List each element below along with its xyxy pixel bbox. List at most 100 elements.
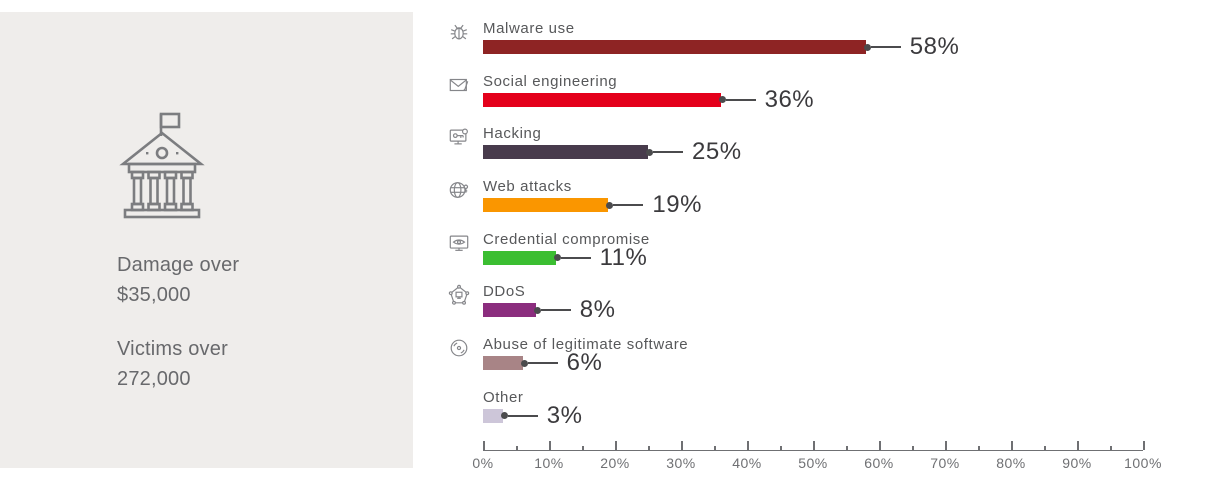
axis-tick-label: 70%: [930, 455, 960, 471]
value-callout: 6%: [520, 349, 603, 377]
bug-icon: [448, 21, 470, 43]
bar-abuse-legitimate-software: [483, 356, 523, 371]
callout-line: [653, 151, 683, 154]
bar-malware-use: [483, 40, 866, 54]
monitor-eye-icon: [448, 232, 470, 254]
bank-icon: [117, 110, 207, 222]
bar-row-web-attacks: Web attacks 19%: [447, 179, 1205, 232]
bar-value: 19%: [652, 191, 702, 219]
axis-minor-tick: [516, 446, 518, 450]
bar-row-social-engineering: Social engineering 36%: [447, 74, 1205, 127]
bar-label: Social engineering: [483, 72, 618, 90]
bar-label: Hacking: [483, 125, 542, 143]
bar-web-attacks: [483, 198, 609, 213]
bar-row-malware-use: Malware use 58%: [447, 21, 1205, 74]
bar-value: 58%: [909, 33, 960, 60]
bar-label: Credential compromise: [483, 230, 650, 248]
callout-line: [560, 256, 591, 259]
callout-line: [527, 362, 558, 365]
monitor-key-icon: [448, 126, 470, 148]
callout-line: [507, 414, 538, 417]
bar-label: Web attacks: [483, 178, 572, 196]
callout-dot: [520, 359, 528, 367]
axis-minor-tick: [978, 446, 980, 450]
callout-dot: [646, 148, 653, 156]
callout-dot: [863, 43, 871, 51]
x-axis-labels: 0% 10% 20% 30% 40% 50% 60% 70% 80% 90% 100%: [472, 455, 1161, 473]
callout-line: [725, 98, 756, 101]
disc-icon: [448, 337, 470, 359]
axis-tick-label: 30%: [666, 455, 696, 471]
axis-tick-label: 40%: [732, 455, 762, 471]
bar-row-ddos: DDoS 8%: [447, 284, 1205, 337]
value-callout: 58%: [863, 33, 960, 60]
callout-dot: [533, 306, 541, 314]
bar-label: Abuse of legitimate software: [483, 336, 689, 354]
axis-major-tick: [681, 441, 683, 450]
axis-major-tick: [879, 441, 881, 450]
bar-value: 25%: [692, 138, 742, 166]
axis-tick-label: 60%: [864, 455, 894, 471]
axis-major-tick: [1077, 441, 1079, 450]
axis-tick-label: 100%: [1124, 455, 1162, 471]
bar-label: DDoS: [483, 283, 526, 301]
globe-key-icon: [448, 179, 470, 201]
axis-tick-label: 50%: [798, 455, 828, 471]
envelope-icon: [448, 74, 470, 96]
callout-line: [613, 204, 644, 207]
callout-line: [540, 309, 571, 312]
value-callout: 11%: [553, 243, 648, 271]
axis-major-tick: [1011, 441, 1013, 450]
bar-value: 36%: [764, 85, 815, 113]
bar-value: 6%: [566, 349, 603, 377]
axis-tick-label: 10%: [534, 455, 564, 471]
axis-minor-tick: [648, 446, 650, 450]
callout-dot: [500, 412, 508, 420]
callout-dot: [718, 96, 726, 104]
bar-value: 8%: [579, 296, 616, 324]
axis-major-tick: [615, 441, 617, 450]
axis-tick-label: 90%: [1062, 455, 1092, 471]
value-callout: 3%: [500, 401, 583, 429]
axis-minor-tick: [714, 446, 716, 450]
bar-label: Malware use: [483, 20, 575, 37]
axis-major-tick: [813, 441, 815, 450]
bar-label: Other: [483, 388, 524, 406]
stat-victims: Victims over 272,000: [117, 334, 239, 394]
axis-minor-tick: [1110, 446, 1112, 450]
axis-minor-tick: [1044, 446, 1046, 450]
axis-tick-label: 20%: [600, 455, 630, 471]
x-axis: [483, 441, 1145, 451]
bar-row-other: Other 3%: [447, 390, 1205, 443]
bar-row-credential-compromise: Credential compromise 11%: [447, 232, 1205, 285]
bar-other: [483, 408, 503, 423]
axis-minor-tick: [912, 446, 914, 450]
value-callout: 25%: [646, 138, 742, 166]
axis-major-tick: [483, 441, 485, 450]
value-callout: 19%: [606, 191, 702, 219]
bar-row-abuse-legitimate-software: Abuse of legitimate software 6%: [447, 337, 1205, 390]
axis-major-tick: [1143, 441, 1145, 450]
axis-minor-tick: [582, 446, 584, 450]
summary-stats: Damage over $35,000 Victims over 272,000: [117, 250, 239, 418]
bar-rows: Malware use 58% Social engineer: [447, 21, 1205, 443]
summary-panel: Damage over $35,000 Victims over 272,000: [0, 12, 413, 468]
axis-major-tick: [945, 441, 947, 450]
bar-value: 3%: [546, 401, 583, 429]
bar-ddos: [483, 303, 536, 318]
axis-tick-label: 0%: [472, 455, 494, 471]
stat-victims-line2: 272,000: [117, 368, 191, 390]
stat-damage: Damage over $35,000: [117, 250, 239, 310]
pentagon-network-icon: [448, 284, 470, 306]
value-callout: 36%: [718, 85, 815, 113]
stat-victims-line1: Victims over: [117, 338, 228, 360]
bar-social-engineering: [483, 92, 721, 107]
bar-value: 11%: [599, 243, 648, 271]
bar-row-hacking: Hacking 25%: [447, 126, 1205, 179]
axis-tick-label: 80%: [996, 455, 1026, 471]
axis-major-tick: [747, 441, 749, 450]
axis-major-tick: [549, 441, 551, 450]
axis-minor-tick: [846, 446, 848, 450]
bar-credential-compromise: [483, 250, 556, 265]
callout-dot: [553, 254, 561, 262]
